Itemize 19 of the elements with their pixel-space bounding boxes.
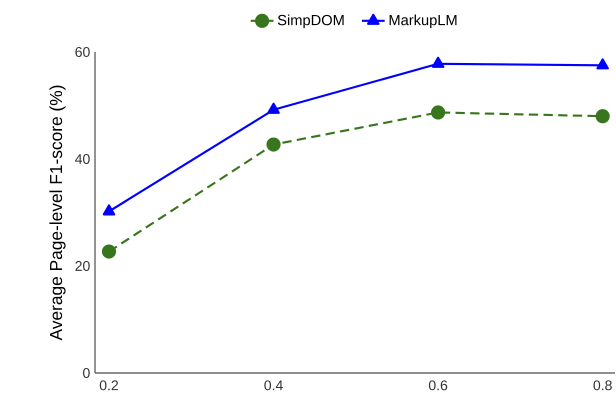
point <box>432 56 444 68</box>
x-tick-label: 0.6 <box>428 380 448 390</box>
x-tick-label: 0.2 <box>100 380 118 390</box>
y-tick-label: 20 <box>75 261 90 271</box>
point <box>596 58 609 70</box>
y-axis-title: Average Page-level F1-score (%) <box>49 86 66 340</box>
y-tick-label: 60 <box>75 47 90 57</box>
point <box>431 105 446 120</box>
point <box>596 109 610 124</box>
x-tick-label: 0.4 <box>264 380 283 390</box>
y-tick-label: 40 <box>75 154 90 164</box>
legend-label: MarkupLM <box>390 14 456 28</box>
legend-label: SimpDOM <box>278 14 344 28</box>
x-tick-label: 0.8 <box>593 380 612 390</box>
point <box>102 244 116 259</box>
point <box>102 204 116 216</box>
y-tick-label: 0 <box>83 368 90 378</box>
point <box>267 102 280 114</box>
point <box>266 137 281 152</box>
